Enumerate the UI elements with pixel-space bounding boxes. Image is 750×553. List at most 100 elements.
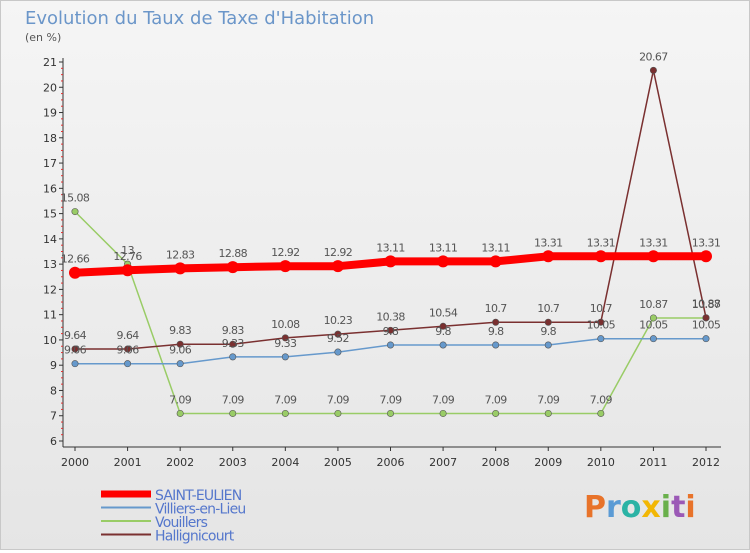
data-label: 13.11 — [376, 241, 405, 254]
y-tick-label: 21 — [43, 56, 57, 69]
logo-letter: t — [671, 490, 685, 525]
data-label: 7.09 — [169, 393, 192, 406]
logo-letter: P — [584, 490, 606, 525]
legend: SAINT-EULIENVilliers-en-LieuVouillersHal… — [101, 488, 246, 545]
data-label: 10.7 — [485, 302, 508, 315]
data-point — [492, 409, 500, 417]
data-point — [492, 341, 500, 349]
data-label: 12.83 — [166, 248, 195, 261]
proxiti-logo: Proxiti — [584, 490, 696, 525]
data-point — [439, 341, 447, 349]
data-point — [542, 250, 555, 263]
data-point — [597, 318, 605, 326]
data-label: 20.67 — [639, 50, 668, 63]
data-label: 7.09 — [379, 393, 402, 406]
y-tick-label: 13 — [43, 258, 57, 271]
x-tick-label: 2011 — [639, 456, 667, 469]
data-label: 12.66 — [61, 253, 90, 266]
data-point — [649, 66, 657, 74]
data-point — [544, 318, 552, 326]
data-label: 9.8 — [435, 325, 451, 338]
x-tick-label: 2005 — [324, 456, 352, 469]
data-label: 9.8 — [488, 325, 504, 338]
data-label: 10.05 — [639, 319, 668, 332]
data-point — [331, 260, 344, 273]
y-tick-label: 6 — [50, 435, 57, 448]
logo-letter: o — [621, 490, 642, 525]
data-label: 10.87 — [692, 298, 721, 311]
data-label: 10.7 — [590, 302, 613, 315]
x-tick-label: 2006 — [377, 456, 405, 469]
data-label: 7.09 — [222, 393, 245, 406]
series-vouillers — [71, 208, 710, 417]
data-label: 7.09 — [327, 393, 350, 406]
data-point — [649, 335, 657, 343]
data-point — [334, 330, 342, 338]
x-tick-label: 2003 — [219, 456, 247, 469]
data-point — [492, 318, 500, 326]
x-tick-label: 2007 — [429, 456, 457, 469]
data-point — [594, 250, 607, 263]
legend-label: Villiers-en-Lieu — [155, 502, 245, 518]
data-label: 9.52 — [327, 332, 349, 345]
data-label: 13.31 — [692, 236, 721, 249]
data-point — [281, 353, 289, 361]
data-point — [702, 314, 710, 322]
data-point — [544, 341, 552, 349]
data-label: 9.8 — [383, 325, 399, 338]
legend-label: Vouillers — [155, 515, 208, 531]
data-label: 9.64 — [117, 329, 140, 342]
data-point — [386, 409, 394, 417]
data-label: 13.31 — [587, 236, 616, 249]
data-label: 15.08 — [61, 192, 90, 205]
x-tick-label: 2012 — [692, 456, 720, 469]
data-label: 13.31 — [639, 236, 668, 249]
data-label: 10.87 — [639, 298, 668, 311]
data-point — [544, 409, 552, 417]
y-tick-label: 10 — [43, 334, 57, 347]
y-tick-label: 8 — [50, 384, 57, 397]
legend-label: Hallignicourt — [155, 529, 235, 545]
data-label: 10.54 — [429, 306, 458, 319]
x-tick-label: 2002 — [166, 456, 194, 469]
data-point — [71, 345, 79, 353]
data-point — [71, 360, 79, 368]
data-point — [281, 409, 289, 417]
series-saint-eulien — [69, 250, 712, 279]
data-label: 7.09 — [274, 393, 297, 406]
data-point — [281, 334, 289, 342]
x-tick-label: 2009 — [534, 456, 562, 469]
data-point — [176, 409, 184, 417]
y-tick-label: 9 — [50, 359, 57, 372]
chart-title: Evolution du Taux de Taxe d'Habitation — [25, 8, 374, 29]
data-label: 12.76 — [113, 250, 142, 263]
x-tick-label: 2008 — [482, 456, 510, 469]
data-label: 13 — [121, 244, 134, 257]
x-tick-label: 2001 — [114, 456, 142, 469]
x-tick-label: 2010 — [587, 456, 615, 469]
data-point — [439, 322, 447, 330]
data-label: 10.7 — [537, 302, 560, 315]
data-label: 12.92 — [324, 246, 353, 259]
data-point — [176, 360, 184, 368]
data-label: 10.38 — [376, 310, 405, 323]
data-label: 9.06 — [117, 344, 140, 357]
y-tick-label: 19 — [43, 107, 57, 120]
data-label: 7.09 — [432, 393, 455, 406]
chart-subtitle: (en %) — [25, 31, 61, 44]
data-point — [439, 409, 447, 417]
data-point — [647, 250, 660, 263]
data-label: 12.92 — [271, 246, 300, 259]
data-point — [649, 314, 657, 322]
data-label: 9.83 — [169, 324, 192, 337]
data-point — [124, 360, 132, 368]
logo-text: Proxiti — [584, 490, 696, 525]
data-label: 9.83 — [222, 324, 245, 337]
data-point — [334, 409, 342, 417]
labels-villiers-en-lieu: 9.06 9.06 9.06 9.33 9.33 9.52 9.8 9.8 9.8 9.8 10.0… — [64, 319, 721, 357]
data-point — [71, 208, 79, 216]
logo-letter: i — [685, 490, 695, 525]
y-tick-label: 15 — [43, 208, 57, 221]
axes: 6 7 8 9 10 11 12 13 14 15 16 17 18 19 20 21 2000 2001 2002… — [43, 56, 721, 469]
data-point — [174, 262, 187, 275]
